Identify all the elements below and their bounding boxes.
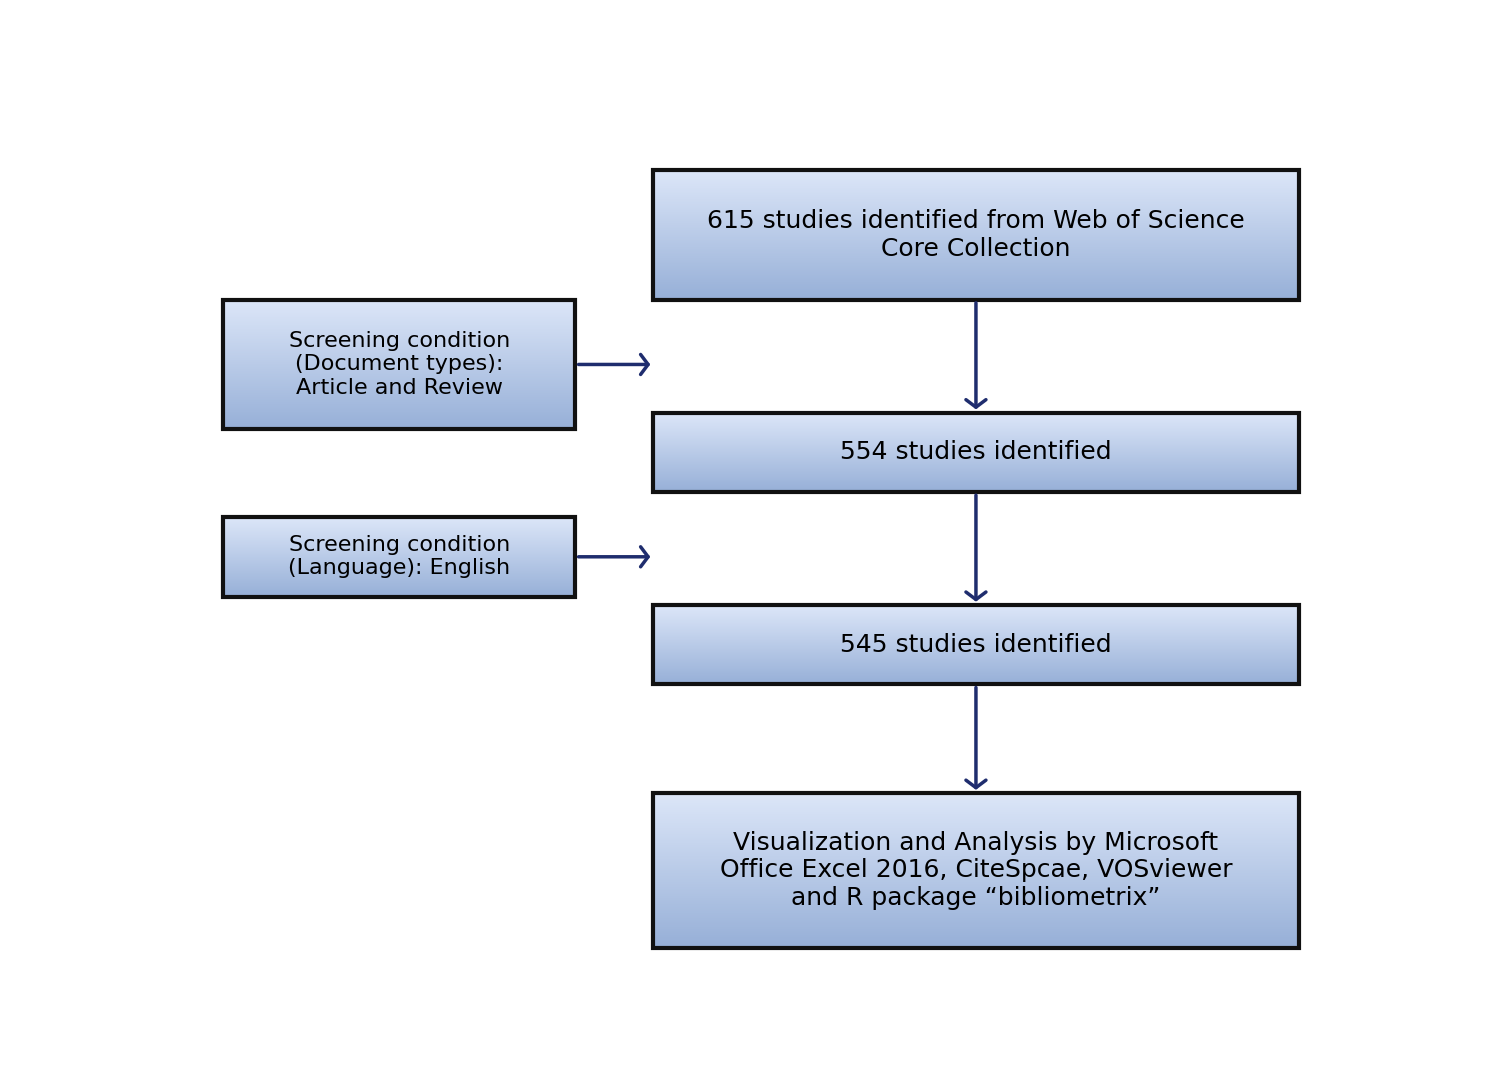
Text: Visualization and Analysis by Microsoft
Office Excel 2016, CiteSpcae, VOSviewer
: Visualization and Analysis by Microsoft … — [720, 831, 1232, 910]
Text: 554 studies identified: 554 studies identified — [841, 440, 1112, 464]
Text: 545 studies identified: 545 studies identified — [841, 633, 1112, 657]
Text: Screening condition
(Document types):
Article and Review: Screening condition (Document types): Ar… — [289, 331, 510, 397]
Text: 615 studies identified from Web of Science
Core Collection: 615 studies identified from Web of Scien… — [707, 209, 1245, 261]
Bar — [653, 793, 1299, 948]
Bar — [653, 605, 1299, 684]
Bar — [653, 413, 1299, 492]
Bar — [223, 300, 576, 429]
Text: Screening condition
(Language): English: Screening condition (Language): English — [289, 535, 510, 579]
Bar — [223, 517, 576, 596]
Bar — [653, 171, 1299, 300]
